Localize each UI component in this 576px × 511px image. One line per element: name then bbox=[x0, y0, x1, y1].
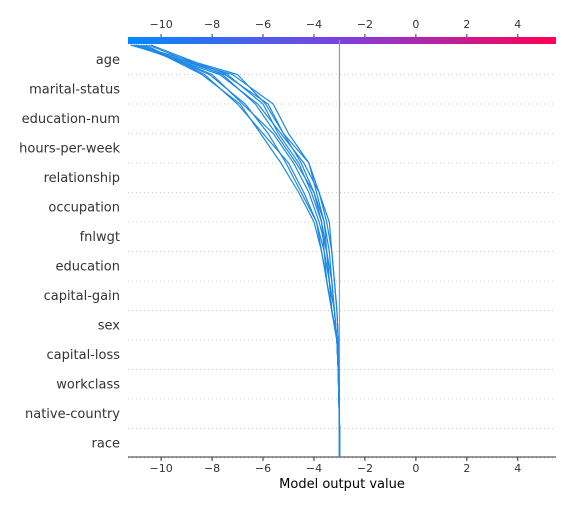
feature-label-fnlwgt: fnlwgt bbox=[80, 230, 120, 245]
feature-label-workclass: workclass bbox=[56, 377, 120, 392]
bottom-tick-label: 0 bbox=[412, 462, 419, 475]
feature-grid-rows bbox=[128, 74, 556, 459]
colorbar bbox=[128, 37, 556, 44]
feature-label-education-num: education-num bbox=[22, 112, 120, 127]
top-tick-label: −10 bbox=[150, 18, 173, 31]
top-tick-label: −6 bbox=[255, 18, 271, 31]
x-axis-title: Model output value bbox=[279, 477, 405, 492]
top-tick-label: 2 bbox=[463, 18, 470, 31]
bottom-axis-ticks: −10 −8 −6 −4 −2 0 2 4 bbox=[150, 457, 521, 475]
bottom-tick-label: −2 bbox=[357, 462, 373, 475]
top-tick-label: 4 bbox=[514, 18, 521, 31]
decision-paths bbox=[130, 44, 341, 457]
feature-label-native-country: native-country bbox=[25, 407, 120, 422]
top-tick-label: −2 bbox=[357, 18, 373, 31]
feature-label-occupation: occupation bbox=[48, 200, 120, 215]
bottom-tick-label: 2 bbox=[463, 462, 470, 475]
feature-label-sex: sex bbox=[98, 318, 121, 333]
bottom-tick-label: −4 bbox=[306, 462, 322, 475]
feature-label-education: education bbox=[55, 259, 120, 274]
feature-label-race: race bbox=[92, 436, 120, 451]
feature-label-capital-gain: capital-gain bbox=[44, 289, 120, 304]
bottom-tick-label: −6 bbox=[255, 462, 271, 475]
decision-path bbox=[148, 44, 341, 457]
feature-labels: age marital-status education-num hours-per-… bbox=[19, 53, 120, 452]
feature-label-relationship: relationship bbox=[44, 171, 120, 186]
feature-label-hours-per-week: hours-per-week bbox=[19, 141, 120, 156]
bottom-tick-label: −8 bbox=[204, 462, 220, 475]
feature-label-marital-status: marital-status bbox=[29, 82, 120, 97]
bottom-tick-label: 4 bbox=[514, 462, 521, 475]
top-tick-label: −8 bbox=[204, 18, 220, 31]
top-axis-ticks: −10 −8 −6 −4 −2 0 2 4 bbox=[150, 18, 521, 37]
top-tick-label: 0 bbox=[412, 18, 419, 31]
feature-label-age: age bbox=[96, 53, 120, 68]
feature-label-capital-loss: capital-loss bbox=[47, 348, 121, 363]
top-tick-label: −4 bbox=[306, 18, 322, 31]
bottom-tick-label: −10 bbox=[150, 462, 173, 475]
